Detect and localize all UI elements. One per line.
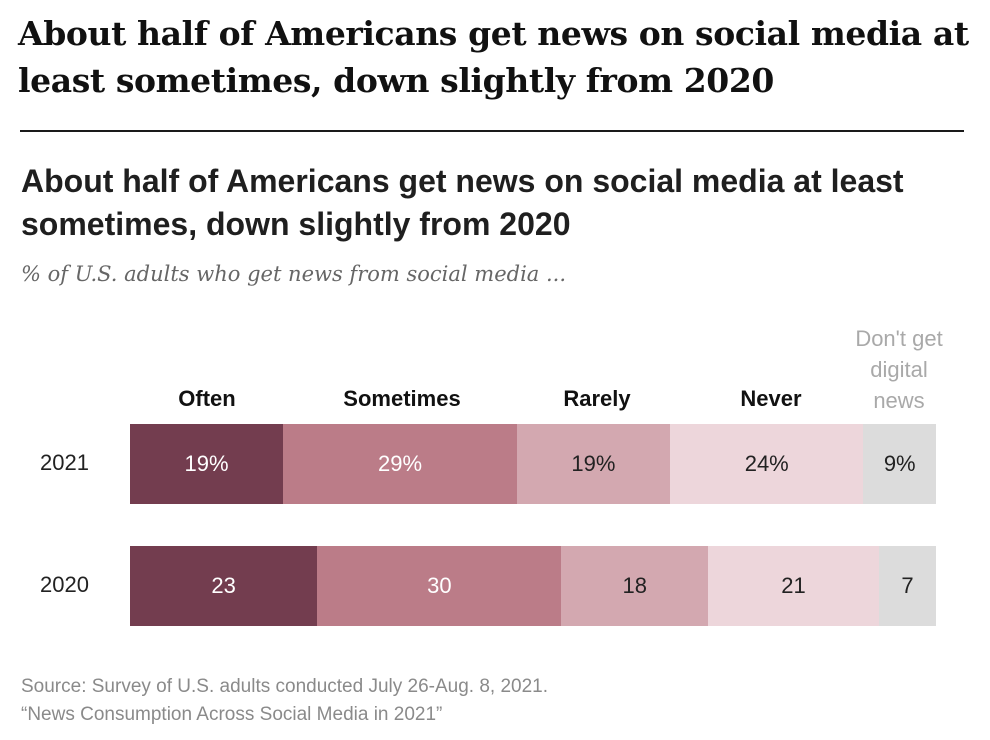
bar-segment-sometimes-2021: 29% <box>283 424 517 504</box>
bar-row-2021: 19% 29% 19% 24% 9% <box>130 424 936 504</box>
data-label-rarely-2021: 19% <box>571 451 616 476</box>
data-label-sometimes-2020: 30 <box>427 573 452 598</box>
year-label-2020: 2020 <box>40 572 89 597</box>
bar-segment-often-2021: 19% <box>130 424 284 504</box>
category-label-no-digital-news: Don't get digital news <box>855 326 943 413</box>
data-label-no_digital-2020: 7 <box>901 573 914 598</box>
bar-segment-no_digital-2020: 7 <box>879 546 936 626</box>
bar-row-2020: 23 30 18 21 7 <box>130 546 936 626</box>
bar-segment-never-2021: 24% <box>670 424 864 504</box>
category-label-sometimes: Sometimes <box>343 386 461 411</box>
article-headline: About half of Americans get news on soci… <box>18 14 969 100</box>
data-label-never-2020: 21 <box>781 573 806 598</box>
chart-subtitle: % of U.S. adults who get news from socia… <box>21 262 567 286</box>
category-label-rarely: Rarely <box>563 386 631 411</box>
bar-segment-never-2020: 21 <box>708 546 879 626</box>
bar-segment-often-2020: 23 <box>130 546 318 626</box>
bar-segment-no_digital-2021: 9% <box>863 424 936 504</box>
data-label-often-2021: 19% <box>184 451 229 476</box>
data-label-rarely-2020: 18 <box>622 573 647 598</box>
source-note: Source: Survey of U.S. adults conducted … <box>21 673 548 729</box>
category-label-never: Never <box>740 386 802 411</box>
source-line-report: “News Consumption Across Social Media in… <box>21 704 443 725</box>
bar-segment-rarely-2021: 19% <box>516 424 670 504</box>
bar-segment-rarely-2020: 18 <box>561 546 709 626</box>
category-label-often: Often <box>178 386 236 411</box>
data-label-never-2021: 24% <box>744 451 789 476</box>
year-label-2021: 2021 <box>40 450 89 475</box>
divider-rule <box>20 130 964 132</box>
data-label-sometimes-2021: 29% <box>377 451 423 476</box>
source-line-survey: Source: Survey of U.S. adults conducted … <box>21 676 549 697</box>
data-label-often-2020: 23 <box>211 573 236 598</box>
chart-title: About half of Americans get news on soci… <box>21 163 904 242</box>
data-label-no_digital-2021: 9% <box>883 451 916 476</box>
bar-segment-sometimes-2020: 30 <box>317 546 562 626</box>
